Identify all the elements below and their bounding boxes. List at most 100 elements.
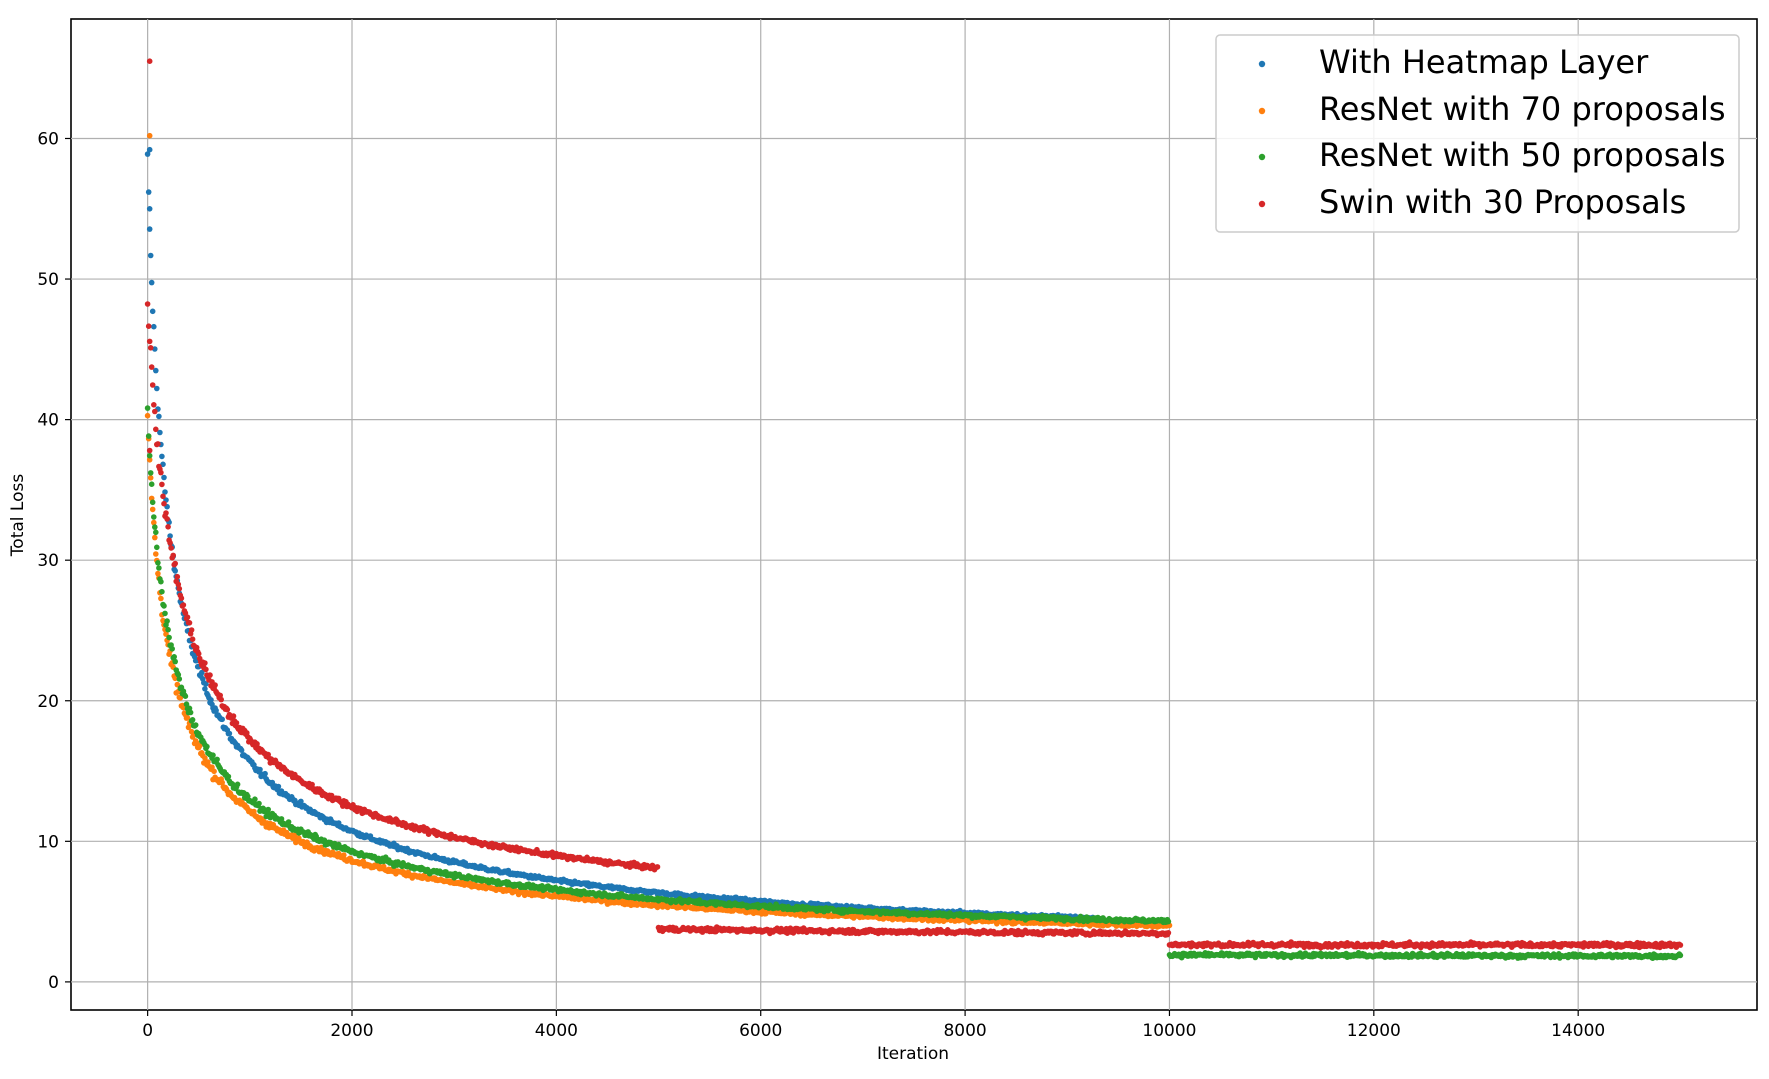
data-point	[176, 585, 183, 592]
data-point	[186, 705, 193, 712]
data-point	[160, 493, 166, 500]
y-tick-label: 10	[37, 832, 59, 852]
data-point	[278, 816, 285, 822]
data-point	[245, 793, 251, 800]
data-point	[176, 676, 183, 682]
data-point	[265, 806, 272, 813]
data-point	[151, 323, 157, 330]
data-point	[184, 614, 191, 620]
data-point	[292, 832, 298, 838]
data-point	[256, 800, 262, 807]
legend-box	[1215, 34, 1740, 233]
data-point	[149, 499, 156, 506]
data-point	[146, 226, 153, 232]
data-point	[212, 682, 218, 688]
data-point	[157, 429, 163, 436]
data-point	[169, 646, 175, 652]
data-point	[285, 819, 292, 825]
data-point	[145, 189, 152, 195]
data-point	[180, 602, 187, 608]
data-point	[154, 544, 160, 551]
data-point	[174, 681, 181, 688]
x-tick-label: 0	[142, 1021, 153, 1041]
data-point	[149, 506, 156, 513]
data-point	[183, 701, 190, 707]
data-point	[202, 660, 208, 666]
data-point	[224, 706, 231, 713]
data-point	[192, 722, 199, 728]
data-point	[1677, 952, 1684, 959]
data-point	[202, 755, 208, 761]
y-axis-label: Total Loss	[8, 474, 28, 558]
data-point	[152, 534, 158, 541]
data-point	[155, 560, 161, 566]
data-point	[161, 500, 167, 507]
data-point	[162, 610, 168, 617]
x-tick-label: 4000	[535, 1021, 578, 1041]
series-resnet-with-50-proposals	[144, 405, 1684, 961]
data-point	[158, 578, 164, 585]
data-point	[177, 695, 184, 701]
data-point	[167, 540, 173, 546]
data-point	[174, 573, 181, 580]
data-point	[161, 474, 167, 481]
data-point	[184, 715, 191, 721]
data-point	[161, 603, 167, 609]
data-point	[1165, 930, 1172, 936]
y-tick-label: 40	[37, 411, 59, 431]
data-point	[199, 669, 205, 676]
points-layer	[144, 58, 1684, 961]
y-tick-label: 30	[37, 551, 59, 571]
series-with-heatmap-layer	[144, 146, 1101, 923]
data-point	[147, 345, 154, 351]
x-tick-label: 12000	[1347, 1021, 1401, 1041]
data-point	[165, 626, 171, 633]
legend-label: With Heatmap Layer	[1319, 43, 1649, 81]
data-point	[275, 783, 282, 790]
data-point	[196, 743, 203, 749]
data-point	[158, 595, 164, 602]
data-point	[254, 741, 260, 747]
data-point	[149, 382, 156, 388]
data-point	[164, 618, 170, 624]
data-point	[171, 654, 177, 660]
x-tick-label: 8000	[943, 1021, 986, 1041]
data-point	[160, 461, 166, 468]
data-point	[152, 524, 158, 530]
data-point	[148, 279, 155, 286]
data-point	[148, 481, 155, 488]
data-point	[144, 412, 151, 419]
data-point	[156, 413, 162, 420]
data-point	[214, 756, 220, 763]
data-point	[172, 658, 178, 665]
legend-entry: With Heatmap Layer	[1258, 43, 1649, 81]
data-point	[230, 713, 237, 719]
x-tick-label: 14000	[1551, 1021, 1605, 1041]
data-point	[172, 560, 178, 567]
data-point	[213, 707, 219, 714]
data-point	[154, 385, 160, 392]
data-point	[234, 781, 241, 788]
plot-frame	[70, 18, 1758, 1011]
data-point	[149, 308, 156, 315]
data-point	[309, 781, 315, 788]
data-point	[238, 747, 245, 753]
data-point	[146, 338, 153, 345]
data-point	[151, 519, 157, 526]
data-point	[155, 441, 161, 447]
data-point	[257, 766, 263, 773]
data-point	[219, 716, 225, 723]
y-tick-label: 60	[37, 129, 59, 149]
data-point	[153, 367, 159, 374]
data-point	[153, 529, 159, 536]
data-point	[145, 433, 152, 439]
data-point	[144, 405, 151, 411]
data-point	[252, 796, 258, 802]
data-point	[159, 453, 165, 460]
series-resnet-with-70-proposals	[144, 132, 1173, 930]
data-point	[195, 650, 202, 657]
data-point	[163, 510, 169, 516]
data-point	[182, 693, 189, 699]
x-tick-label: 6000	[739, 1021, 782, 1041]
